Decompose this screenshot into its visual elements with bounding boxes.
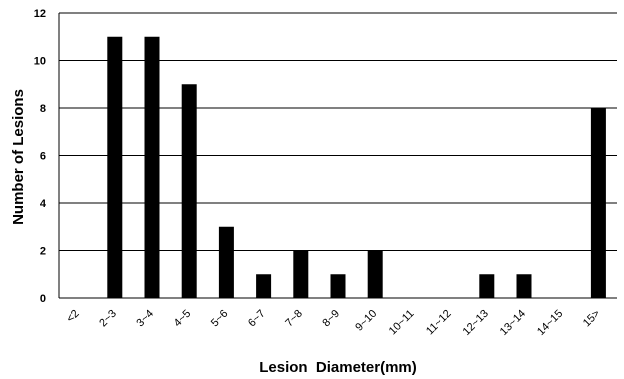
x-tick-label: 11~12 [424,308,454,338]
y-tick-label: 8 [40,103,46,115]
y-tick-label: 2 [40,246,46,258]
x-tick-label: 2~3 [97,308,119,330]
x-axis-title: Lesion Diameter(mm) [259,359,417,376]
bar-2~3 [107,36,123,298]
x-tick-label: 10~11 [387,308,417,338]
y-tick-label: 4 [40,198,47,210]
y-tick-label: 12 [34,8,46,20]
gridlines [59,12,617,299]
y-axis-title: Number of Lesions [10,89,27,225]
x-tick-label: 8~9 [320,308,342,330]
x-tick-label: 14~15 [535,308,565,338]
x-tick-label: 5~6 [209,308,231,330]
y-tick-label: 10 [34,56,46,68]
x-tick-label: 12~13 [461,308,491,338]
bar-5~6 [218,226,234,298]
bar-9~10 [367,250,383,298]
y-tick-labels: 0 2 4 6 8 10 12 [34,8,47,305]
bar-4~5 [181,84,197,298]
bar-15> [590,108,606,298]
bar-12~13 [479,274,495,298]
x-tick-label: 13~14 [498,308,528,338]
bar-8~9 [330,274,346,298]
x-tick-label: 7~8 [283,308,305,330]
bars [107,36,606,298]
x-tick-label: 9~10 [353,308,379,334]
x-tick-label: 4~5 [172,308,194,330]
y-tick-label: 0 [40,293,46,305]
x-tick-label: 15> [581,308,603,330]
x-tick-label: 3~4 [134,308,156,330]
bar-6~7 [256,274,272,298]
bar-7~8 [293,250,309,298]
x-tick-label: 6~7 [246,308,268,330]
x-tick-label: <2 [64,308,81,325]
y-tick-label: 6 [40,151,46,163]
bar-13~14 [516,274,532,298]
x-tick-labels: <2 2~3 3~4 4~5 5~6 6~7 7~8 8~9 9~10 10~11 11~12 12~… [64,308,602,338]
bar-3~4 [144,36,160,298]
